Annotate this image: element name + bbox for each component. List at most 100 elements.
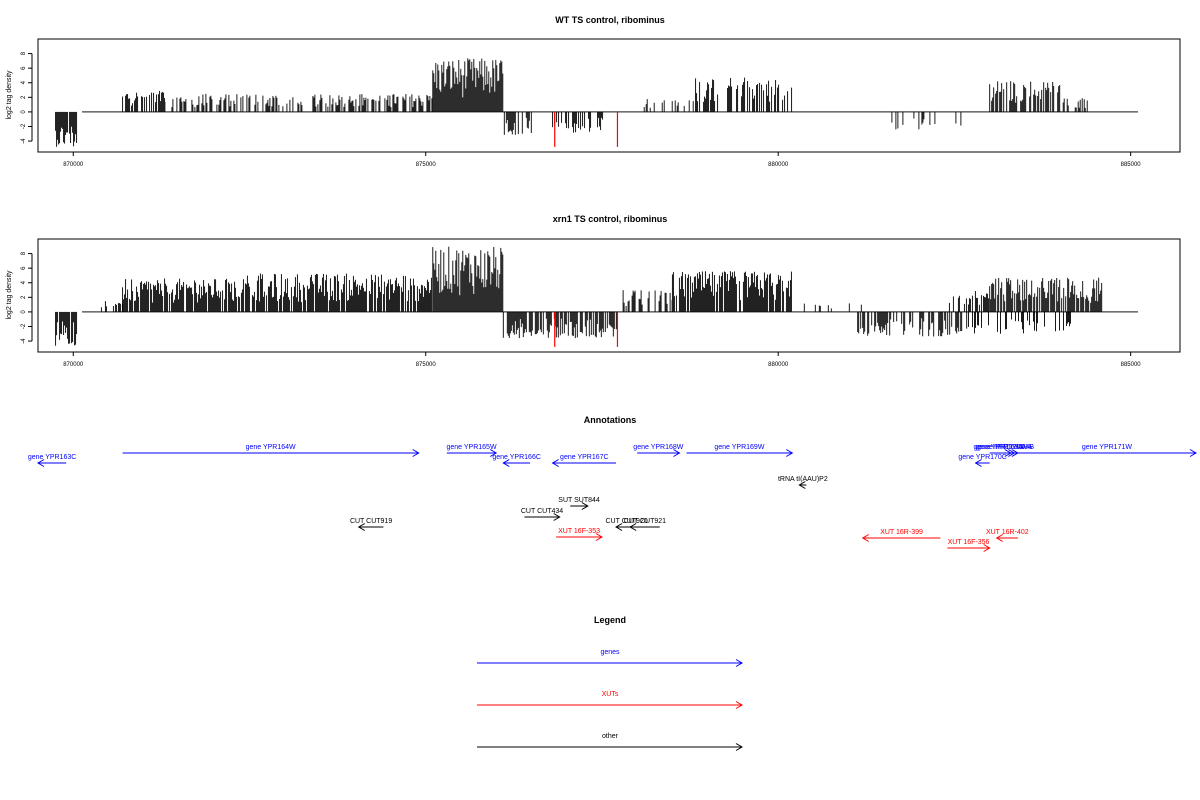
feature-arrowhead [974,459,982,467]
annotation-feature: CUT CUT434 [521,508,563,521]
annotation-feature: gene YPR167C [551,454,617,467]
panel-xrn1: xrn1 TS control, ribominus log2 tag dens… [6,214,1181,368]
y-tick-label: -2 [21,323,27,329]
feature-arrowhead [786,449,794,457]
annotation-feature: tRNA tI(AAU)P2 [778,476,828,489]
y-tick-label: 6 [21,266,27,270]
feature-label: XUT 16R-399 [880,529,923,536]
feature-arrowhead [1008,449,1016,457]
feature-label: gene YPR170C [958,454,1007,461]
feature-label: tRNA tI(AAU)P2 [778,476,828,483]
legend-item-genes: genes [477,649,743,667]
y-tick-label: 8 [21,251,27,255]
x-tick-label: 875000 [416,162,437,168]
annotation-feature: CUT CUT919 [350,518,392,531]
annotation-feature: gene YPR170W-B [977,444,1034,457]
feature-arrowhead [489,449,498,457]
feature-arrowhead [581,502,589,510]
legend-label: XUTs [602,691,619,698]
y-tick-label: -2 [21,123,27,129]
panel-title-wt: WT TS control, ribominus [555,15,665,25]
panel-title-xrn1: xrn1 TS control, ribominus [553,214,668,224]
feature-label: CUT CUT920 [605,518,647,525]
panel-wt: WT TS control, ribominus log2 tag densit… [6,15,1181,168]
x-tick-label: 880000 [768,162,789,168]
feature-arrowhead [37,459,45,467]
x-tick-label: 885000 [1121,362,1142,368]
bars-xrn1 [55,246,1138,347]
legend-item-other: other [477,733,743,751]
feature-label: gene YPR164W [246,444,296,451]
y-tick-label: -4 [21,138,27,144]
feature-arrowhead [861,534,870,542]
annotation-feature: gene YPR163C [28,454,77,467]
y-tick-label: 0 [21,110,27,114]
annotations-title: Annotations [584,415,637,425]
feature-arrowhead [629,523,637,531]
feature-arrowhead [1189,449,1197,457]
legend-item-xuts: XUTs [477,691,743,709]
x-tick-label: 880000 [768,362,789,368]
annotation-feature: XUT 16F-356 [947,539,991,552]
feature-label: gene YPR165W [446,444,496,451]
feature-label: gene YPR167C [560,454,609,461]
y-tick-label: -4 [21,338,27,344]
axes-xrn1: 870000 875000 880000 885000 -4 -2 0 2 4 6 8 [21,251,1141,368]
y-tick-label: 0 [21,310,27,314]
feature-label: gene YPR171W [1082,444,1132,451]
axes-wt: 870000 875000 880000 885000 -4 -2 0 2 4 6 8 [21,51,1141,168]
annotation-feature: gene YPR168W [633,444,684,457]
annotation-feature: XUT 16R-399 [861,529,941,542]
y-tick-label: 2 [21,295,27,299]
x-tick-label: 875000 [416,362,437,368]
y-tick-label: 6 [21,66,27,70]
legend-arrowhead [735,659,743,667]
feature-label: CUT CUT919 [350,518,392,525]
annotation-feature: gene YPR170C [958,454,1007,467]
feature-label: XUT 16R-402 [986,529,1029,536]
feature-arrowhead [357,523,365,531]
annotation-feature: XUT 16F-353 [556,528,603,541]
feature-arrowhead [551,459,559,467]
legend-label: genes [600,649,620,656]
feature-arrowhead [502,459,510,467]
feature-label: CUT CUT921 [624,518,666,525]
feature-arrowhead [595,533,603,541]
feature-arrowhead [553,513,561,521]
bars-wt [55,58,1138,147]
annotation-feature: gene YPR169W [686,444,794,457]
feature-label: XUT 16F-356 [948,539,990,546]
x-tick-label: 885000 [1121,162,1142,168]
feature-label: gene YPR169W [714,444,764,451]
feature-arrowhead [995,534,1003,542]
legend-panel: Legend genes XUTs other [477,615,743,751]
y-tick-label: 4 [21,280,27,284]
feature-label: gene YPR170W-A [974,444,1031,451]
legend-items: genes XUTs other [477,649,743,751]
y-tick-label: 4 [21,80,27,84]
annotation-feature: CUT CUT921 [624,518,666,531]
legend-arrowhead [735,743,743,751]
feature-arrowhead [983,544,991,552]
feature-arrowhead [615,523,623,531]
annotation-feature: gene YPR171W [1017,444,1197,457]
feature-arrowhead [798,481,806,489]
y-axis-label-wt: log2 tag density [6,70,13,120]
legend-label: other [602,733,619,740]
feature-label: gene YPR163C [28,454,77,461]
feature-label: gene YPR169W-A [975,444,1032,451]
annotation-feature: gene YPR164W [122,444,420,457]
feature-label: XUT 16F-353 [558,528,600,535]
feature-label: CUT CUT434 [521,508,563,515]
feature-label: gene YPR166C [492,454,541,461]
y-tick-label: 2 [21,95,27,99]
annotation-feature: gene YPR165W [446,444,498,457]
x-tick-label: 870000 [63,362,84,368]
y-axis-label-xrn1: log2 tag density [6,270,13,320]
annotation-tracks: gene YPR163C gene YPR164W gene YPR165W gene… [28,444,1197,552]
plot-frame-xrn1 [37,238,1181,353]
feature-arrowhead [412,449,420,457]
legend-arrowhead [735,701,743,709]
